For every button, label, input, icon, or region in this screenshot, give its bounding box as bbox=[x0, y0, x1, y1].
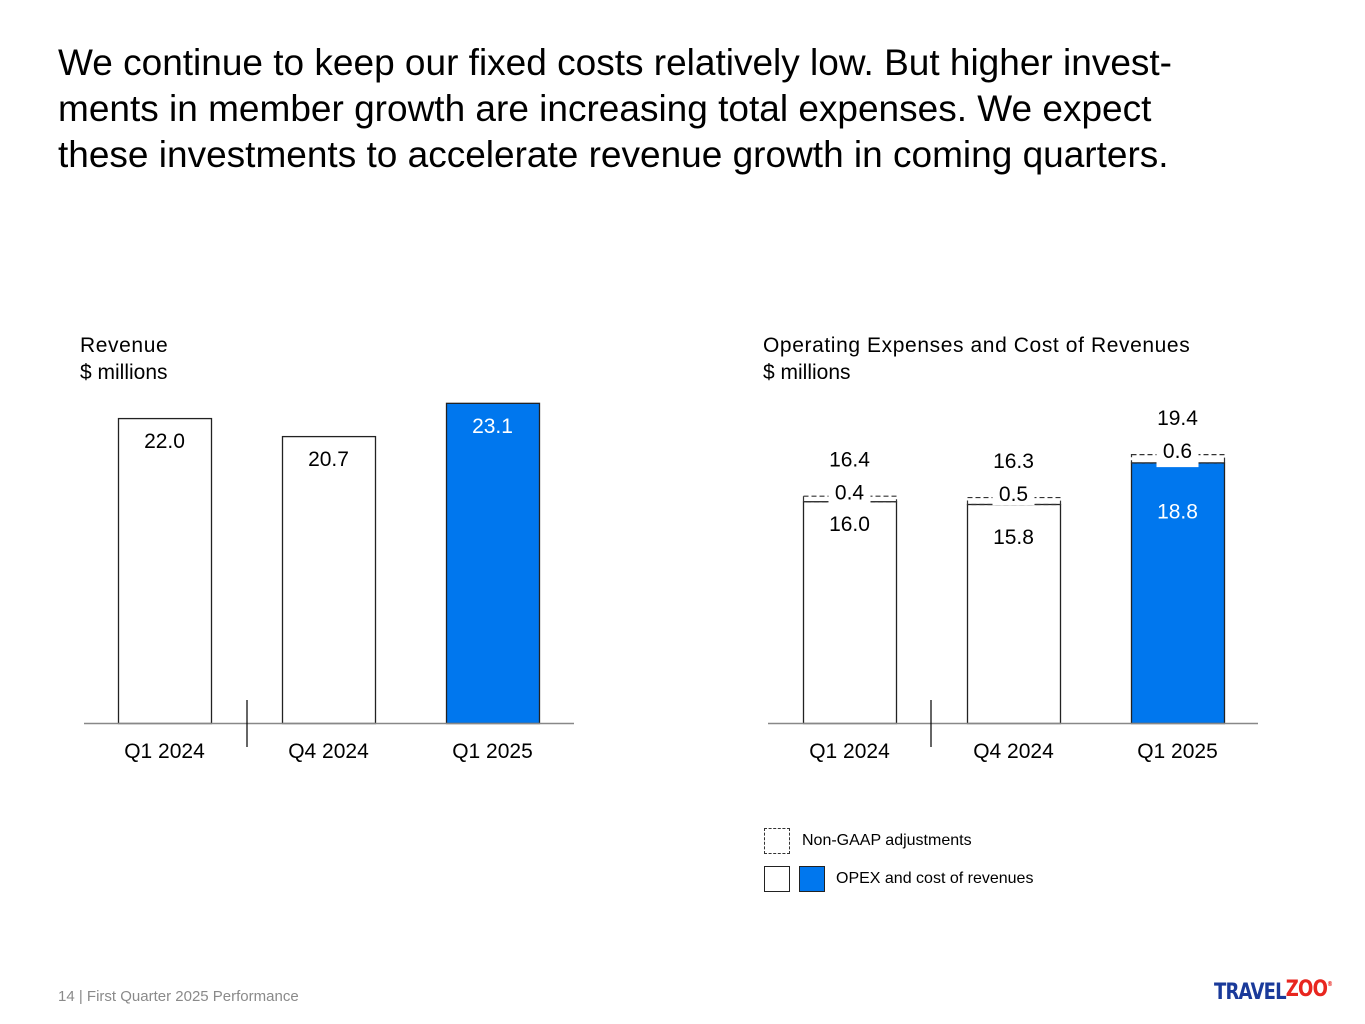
headline-line: We continue to keep our fixed costs rela… bbox=[58, 42, 1172, 83]
legend-label: OPEX and cost of revenues bbox=[836, 870, 1034, 887]
non-gaap-data-label: 0.4 bbox=[835, 482, 865, 505]
x-tick-label: Q1 2024 bbox=[809, 740, 890, 763]
blue-swatch-icon bbox=[799, 866, 825, 892]
opex-data-label: 18.8 bbox=[1157, 500, 1198, 523]
legend-label: Non-GAAP adjustments bbox=[802, 832, 972, 849]
revenue-data-label: 20.7 bbox=[308, 448, 349, 471]
revenue-chart-title: Revenue bbox=[80, 334, 169, 357]
opex-data-label: 16.0 bbox=[829, 513, 870, 536]
logo-part-zoo: ZOO bbox=[1285, 977, 1328, 1002]
opex-chart-title: Operating Expenses and Cost of Revenues bbox=[763, 334, 1191, 357]
opex-bar bbox=[1130, 462, 1226, 725]
headline: We continue to keep our fixed costs rela… bbox=[58, 40, 1258, 178]
headline-line: these investments to accelerate revenue … bbox=[58, 134, 1169, 175]
total-data-label: 19.4 bbox=[1157, 407, 1198, 430]
travelzoo-logo: TRAVELZOO® bbox=[1214, 977, 1333, 1005]
label-background bbox=[1156, 442, 1199, 468]
logo-part-travel: TRAVEL bbox=[1214, 980, 1287, 1005]
revenue-bar bbox=[445, 402, 541, 725]
opex-bar bbox=[966, 503, 1062, 725]
revenue-chart-unit: $ millions bbox=[80, 361, 168, 384]
non-gaap-data-label: 0.6 bbox=[1163, 440, 1192, 463]
label-background bbox=[828, 483, 871, 504]
label-background bbox=[992, 485, 1035, 506]
opex-chart-unit: $ millions bbox=[763, 361, 851, 384]
legend-item-opex: OPEX and cost of revenues bbox=[764, 864, 1033, 894]
x-tick-label: Q4 2024 bbox=[288, 740, 369, 763]
x-tick-label: Q1 2024 bbox=[124, 740, 205, 763]
total-data-label: 16.4 bbox=[829, 449, 870, 472]
revenue-data-label: 22.0 bbox=[144, 430, 185, 453]
total-data-label: 16.3 bbox=[993, 450, 1034, 473]
x-tick-label: Q4 2024 bbox=[973, 740, 1054, 763]
revenue-bar bbox=[281, 435, 377, 725]
opex-data-label: 15.8 bbox=[993, 526, 1034, 549]
footer-page-label: 14 | First Quarter 2025 Performance bbox=[58, 988, 299, 1005]
revenue-bar bbox=[117, 417, 213, 725]
revenue-data-label: 23.1 bbox=[472, 415, 513, 438]
headline-line: ments in member growth are increasing to… bbox=[58, 88, 1152, 129]
white-swatch-icon bbox=[764, 866, 790, 892]
x-tick-label: Q1 2025 bbox=[1137, 740, 1218, 763]
non-gaap-data-label: 0.5 bbox=[999, 483, 1028, 506]
legend: Non-GAAP adjustments OPEX and cost of re… bbox=[764, 826, 1033, 902]
dashed-swatch-icon bbox=[764, 828, 790, 854]
legend-item-non-gaap: Non-GAAP adjustments bbox=[764, 826, 1033, 856]
x-tick-label: Q1 2025 bbox=[452, 740, 533, 763]
registered-mark: ® bbox=[1327, 980, 1333, 988]
